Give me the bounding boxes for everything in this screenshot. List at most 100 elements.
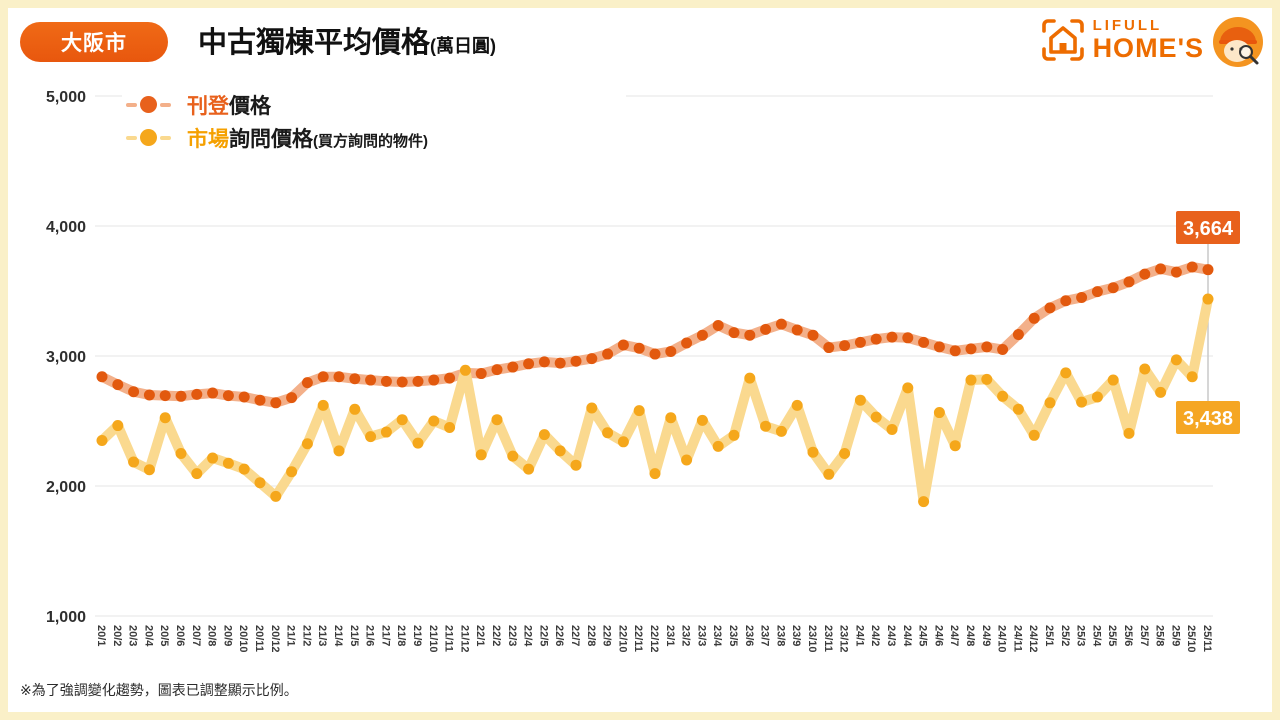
data-point xyxy=(665,412,677,424)
data-point xyxy=(1076,292,1088,303)
x-axis-label: 20/5 xyxy=(158,625,170,646)
data-point xyxy=(238,391,250,403)
x-axis-label: 22/9 xyxy=(601,625,613,646)
legend-marker-icon xyxy=(126,96,171,113)
x-axis-label: 25/10 xyxy=(1185,625,1197,653)
data-point xyxy=(997,390,1009,402)
data-point xyxy=(444,422,456,433)
x-axis-label: 22/4 xyxy=(522,625,534,647)
data-point xyxy=(902,332,914,344)
x-axis-label: 21/2 xyxy=(300,625,312,646)
legend-item-listed-price: 刊登 價格 xyxy=(126,88,626,121)
x-axis-label: 20/9 xyxy=(221,625,233,646)
x-axis-label: 23/5 xyxy=(727,625,739,646)
data-point xyxy=(538,429,550,441)
data-point xyxy=(191,388,203,400)
data-point xyxy=(712,319,724,331)
x-axis-label: 22/10 xyxy=(616,625,628,653)
logo-brand-top: LIFULL xyxy=(1092,17,1163,34)
y-axis-label: 5,000 xyxy=(46,89,86,106)
house-door xyxy=(1059,43,1067,52)
y-axis-label: 3,000 xyxy=(46,349,86,366)
x-axis-label: 21/4 xyxy=(332,625,344,647)
data-point xyxy=(491,414,503,426)
mascot-icon xyxy=(1213,17,1263,67)
data-point xyxy=(854,394,866,406)
data-point xyxy=(1170,266,1182,278)
x-axis-label: 21/7 xyxy=(379,625,391,646)
data-point xyxy=(128,456,140,468)
region-badge: 大阪市 xyxy=(20,22,168,62)
data-point xyxy=(191,468,203,480)
x-axis-label: 24/4 xyxy=(901,625,913,647)
data-point xyxy=(143,389,155,401)
data-point xyxy=(523,358,535,370)
data-point xyxy=(602,427,614,439)
data-point xyxy=(475,368,487,380)
data-point xyxy=(554,445,566,457)
data-point xyxy=(933,341,945,353)
legend-item-inquiry-price: 市場 詢問價格 (買方詢問的物件) xyxy=(126,121,626,154)
data-point xyxy=(649,348,661,360)
data-point xyxy=(1107,374,1119,386)
data-point xyxy=(365,431,377,443)
data-point xyxy=(760,420,772,432)
data-point xyxy=(444,372,456,384)
x-axis-label: 24/3 xyxy=(885,625,897,646)
data-point xyxy=(775,318,787,330)
x-axis-label: 21/12 xyxy=(458,625,470,653)
x-axis-label: 20/2 xyxy=(111,625,123,646)
callout-inquiry-price xyxy=(1176,401,1240,434)
data-point xyxy=(981,341,993,353)
data-point xyxy=(317,399,329,411)
x-axis-label: 23/7 xyxy=(759,625,771,646)
data-point xyxy=(791,324,803,336)
data-point xyxy=(681,454,693,466)
x-axis-label: 24/12 xyxy=(1027,625,1039,653)
data-point xyxy=(933,407,945,419)
data-point xyxy=(1028,312,1040,324)
data-point xyxy=(396,414,408,426)
data-point xyxy=(222,457,234,469)
data-point xyxy=(396,376,408,388)
data-point xyxy=(286,392,298,404)
x-axis-label: 24/11 xyxy=(1011,625,1023,652)
x-axis-label: 25/5 xyxy=(1106,625,1118,646)
x-axis-label: 22/8 xyxy=(585,625,597,646)
data-point xyxy=(317,371,329,383)
data-point xyxy=(507,450,519,462)
legend-label: 刊登 價格 xyxy=(187,94,271,118)
data-point xyxy=(1012,329,1024,341)
data-point xyxy=(997,344,1009,355)
data-point xyxy=(807,329,819,341)
data-point xyxy=(1155,263,1167,275)
data-point xyxy=(823,468,835,480)
x-axis-label: 25/2 xyxy=(1059,625,1071,646)
data-point xyxy=(1012,403,1024,415)
data-point xyxy=(1060,295,1072,307)
data-point xyxy=(712,440,724,452)
data-point xyxy=(965,343,977,355)
data-point xyxy=(254,477,266,489)
data-point xyxy=(1186,261,1198,273)
data-point xyxy=(380,426,392,438)
page-title: 中古獨棟平均價格 (萬日圓) xyxy=(198,22,496,64)
data-point xyxy=(775,425,787,437)
data-point xyxy=(602,348,614,360)
data-point xyxy=(949,345,961,357)
x-axis-label: 23/9 xyxy=(790,625,802,646)
data-point xyxy=(696,329,708,341)
x-axis-label: 23/10 xyxy=(806,625,818,653)
x-axis-label: 20/7 xyxy=(190,625,202,646)
data-point xyxy=(112,379,124,391)
y-axis-label: 2,000 xyxy=(46,479,86,496)
x-axis-label: 24/1 xyxy=(853,625,865,646)
data-point xyxy=(143,464,155,476)
y-axis-label: 1,000 xyxy=(46,609,86,626)
x-axis-label: 24/5 xyxy=(917,625,929,646)
data-point xyxy=(1123,427,1135,439)
data-point xyxy=(349,403,361,415)
data-point xyxy=(286,466,298,478)
x-axis-label: 22/12 xyxy=(648,625,660,653)
data-point xyxy=(760,323,772,335)
